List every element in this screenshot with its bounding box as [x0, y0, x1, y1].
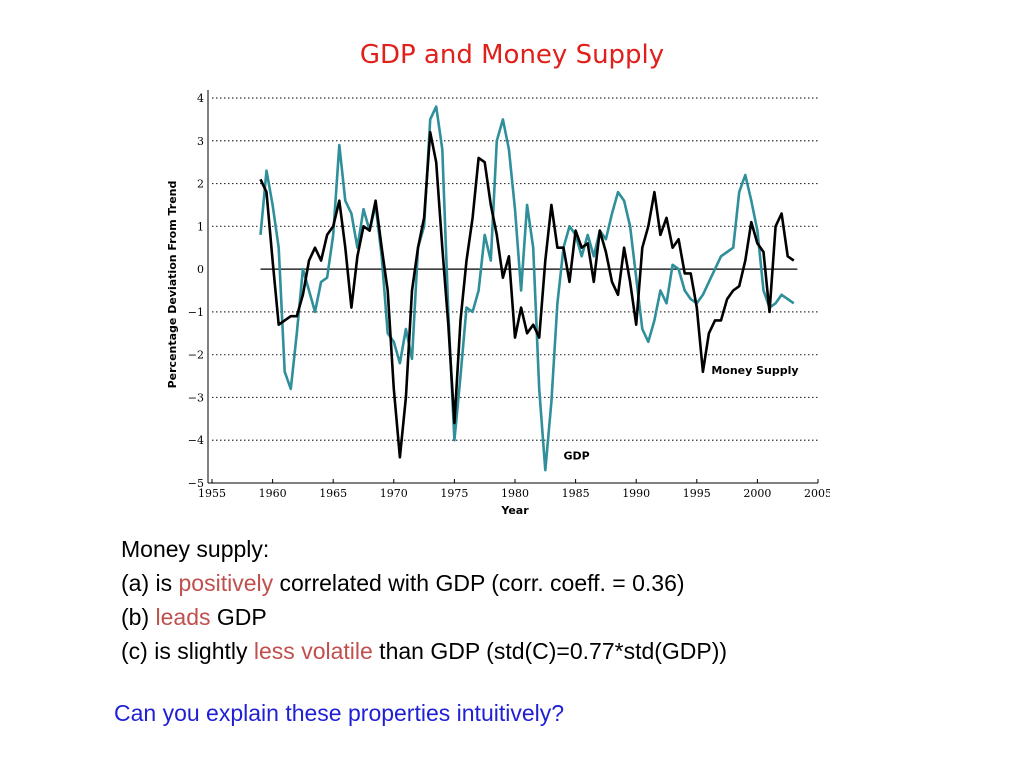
- series-label-gdp: GDP: [563, 449, 589, 462]
- y-tick-label: 1: [197, 220, 204, 233]
- notes-line-4-post: than GDP (std(C)=0.77*std(GDP)): [372, 638, 728, 664]
- notes-line-4: (c) is slightly less volatile than GDP (…: [121, 634, 727, 668]
- question-text: Can you explain these properties intuiti…: [114, 700, 565, 726]
- y-tick-label: −5: [188, 477, 204, 490]
- x-tick-labels: 1955 1960 1965 1970 1975 1980 1985 1990 1995 2000…: [198, 487, 830, 500]
- series-label-money-supply: Money Supply: [711, 364, 798, 377]
- x-tick-label: 1970: [380, 487, 408, 500]
- highlight-leads: leads: [155, 604, 211, 630]
- notes: Money supply: (a) is positively correlat…: [121, 532, 727, 668]
- notes-line-3-post: GDP: [210, 604, 267, 630]
- y-tick-label: −4: [188, 434, 204, 447]
- x-tick-marks: [211, 479, 819, 483]
- x-tick-label: 2000: [743, 487, 771, 500]
- x-tick-label: 1960: [259, 487, 287, 500]
- x-tick-label: 2005: [804, 487, 830, 500]
- slide-title: GDP and Money Supply: [359, 40, 665, 70]
- notes-line-4-pre: (c) is slightly: [121, 638, 254, 664]
- notes-line-2-post: correlated with GDP (corr. coeff. = 0.36…: [273, 570, 685, 596]
- notes-line-3: (b) leads GDP: [121, 600, 727, 634]
- x-tick-label: 1975: [440, 487, 468, 500]
- y-tick-label: 4: [197, 92, 204, 105]
- x-tick-label: 1965: [319, 487, 347, 500]
- y-tick-label: −1: [188, 306, 204, 319]
- y-tick-label: −3: [188, 391, 204, 404]
- y-tick-label: 3: [197, 135, 204, 148]
- x-axis-title: Year: [500, 504, 529, 517]
- notes-line-2: (a) is positively correlated with GDP (c…: [121, 566, 727, 600]
- y-tick-label: −2: [188, 349, 204, 362]
- chart: 4 3 2 1 0 −1 −2 −3 −4 −5 1955 1960 1965 1970 1975 1980…: [166, 90, 830, 517]
- notes-line-2-pre: (a) is: [121, 570, 179, 596]
- x-tick-label: 1955: [198, 487, 226, 500]
- y-axis-title: Percentage Deviation From Trend: [166, 181, 179, 389]
- x-tick-label: 1990: [622, 487, 650, 500]
- notes-line-3-pre: (b): [121, 604, 156, 630]
- y-tick-label: 2: [197, 178, 204, 191]
- x-tick-label: 1985: [562, 487, 590, 500]
- notes-line-1: Money supply:: [121, 536, 270, 562]
- series-line-gdp: [259, 105, 795, 472]
- y-tick-labels: 4 3 2 1 0 −1 −2 −3 −4 −5: [188, 92, 204, 490]
- highlight-positively: positively: [178, 570, 274, 596]
- highlight-less-volatile: less volatile: [253, 638, 373, 664]
- grid-lines: [212, 97, 818, 441]
- y-tick-label: 0: [197, 263, 204, 276]
- series-line-money-supply: [259, 130, 795, 459]
- x-tick-label: 1980: [501, 487, 529, 500]
- x-tick-label: 1995: [683, 487, 711, 500]
